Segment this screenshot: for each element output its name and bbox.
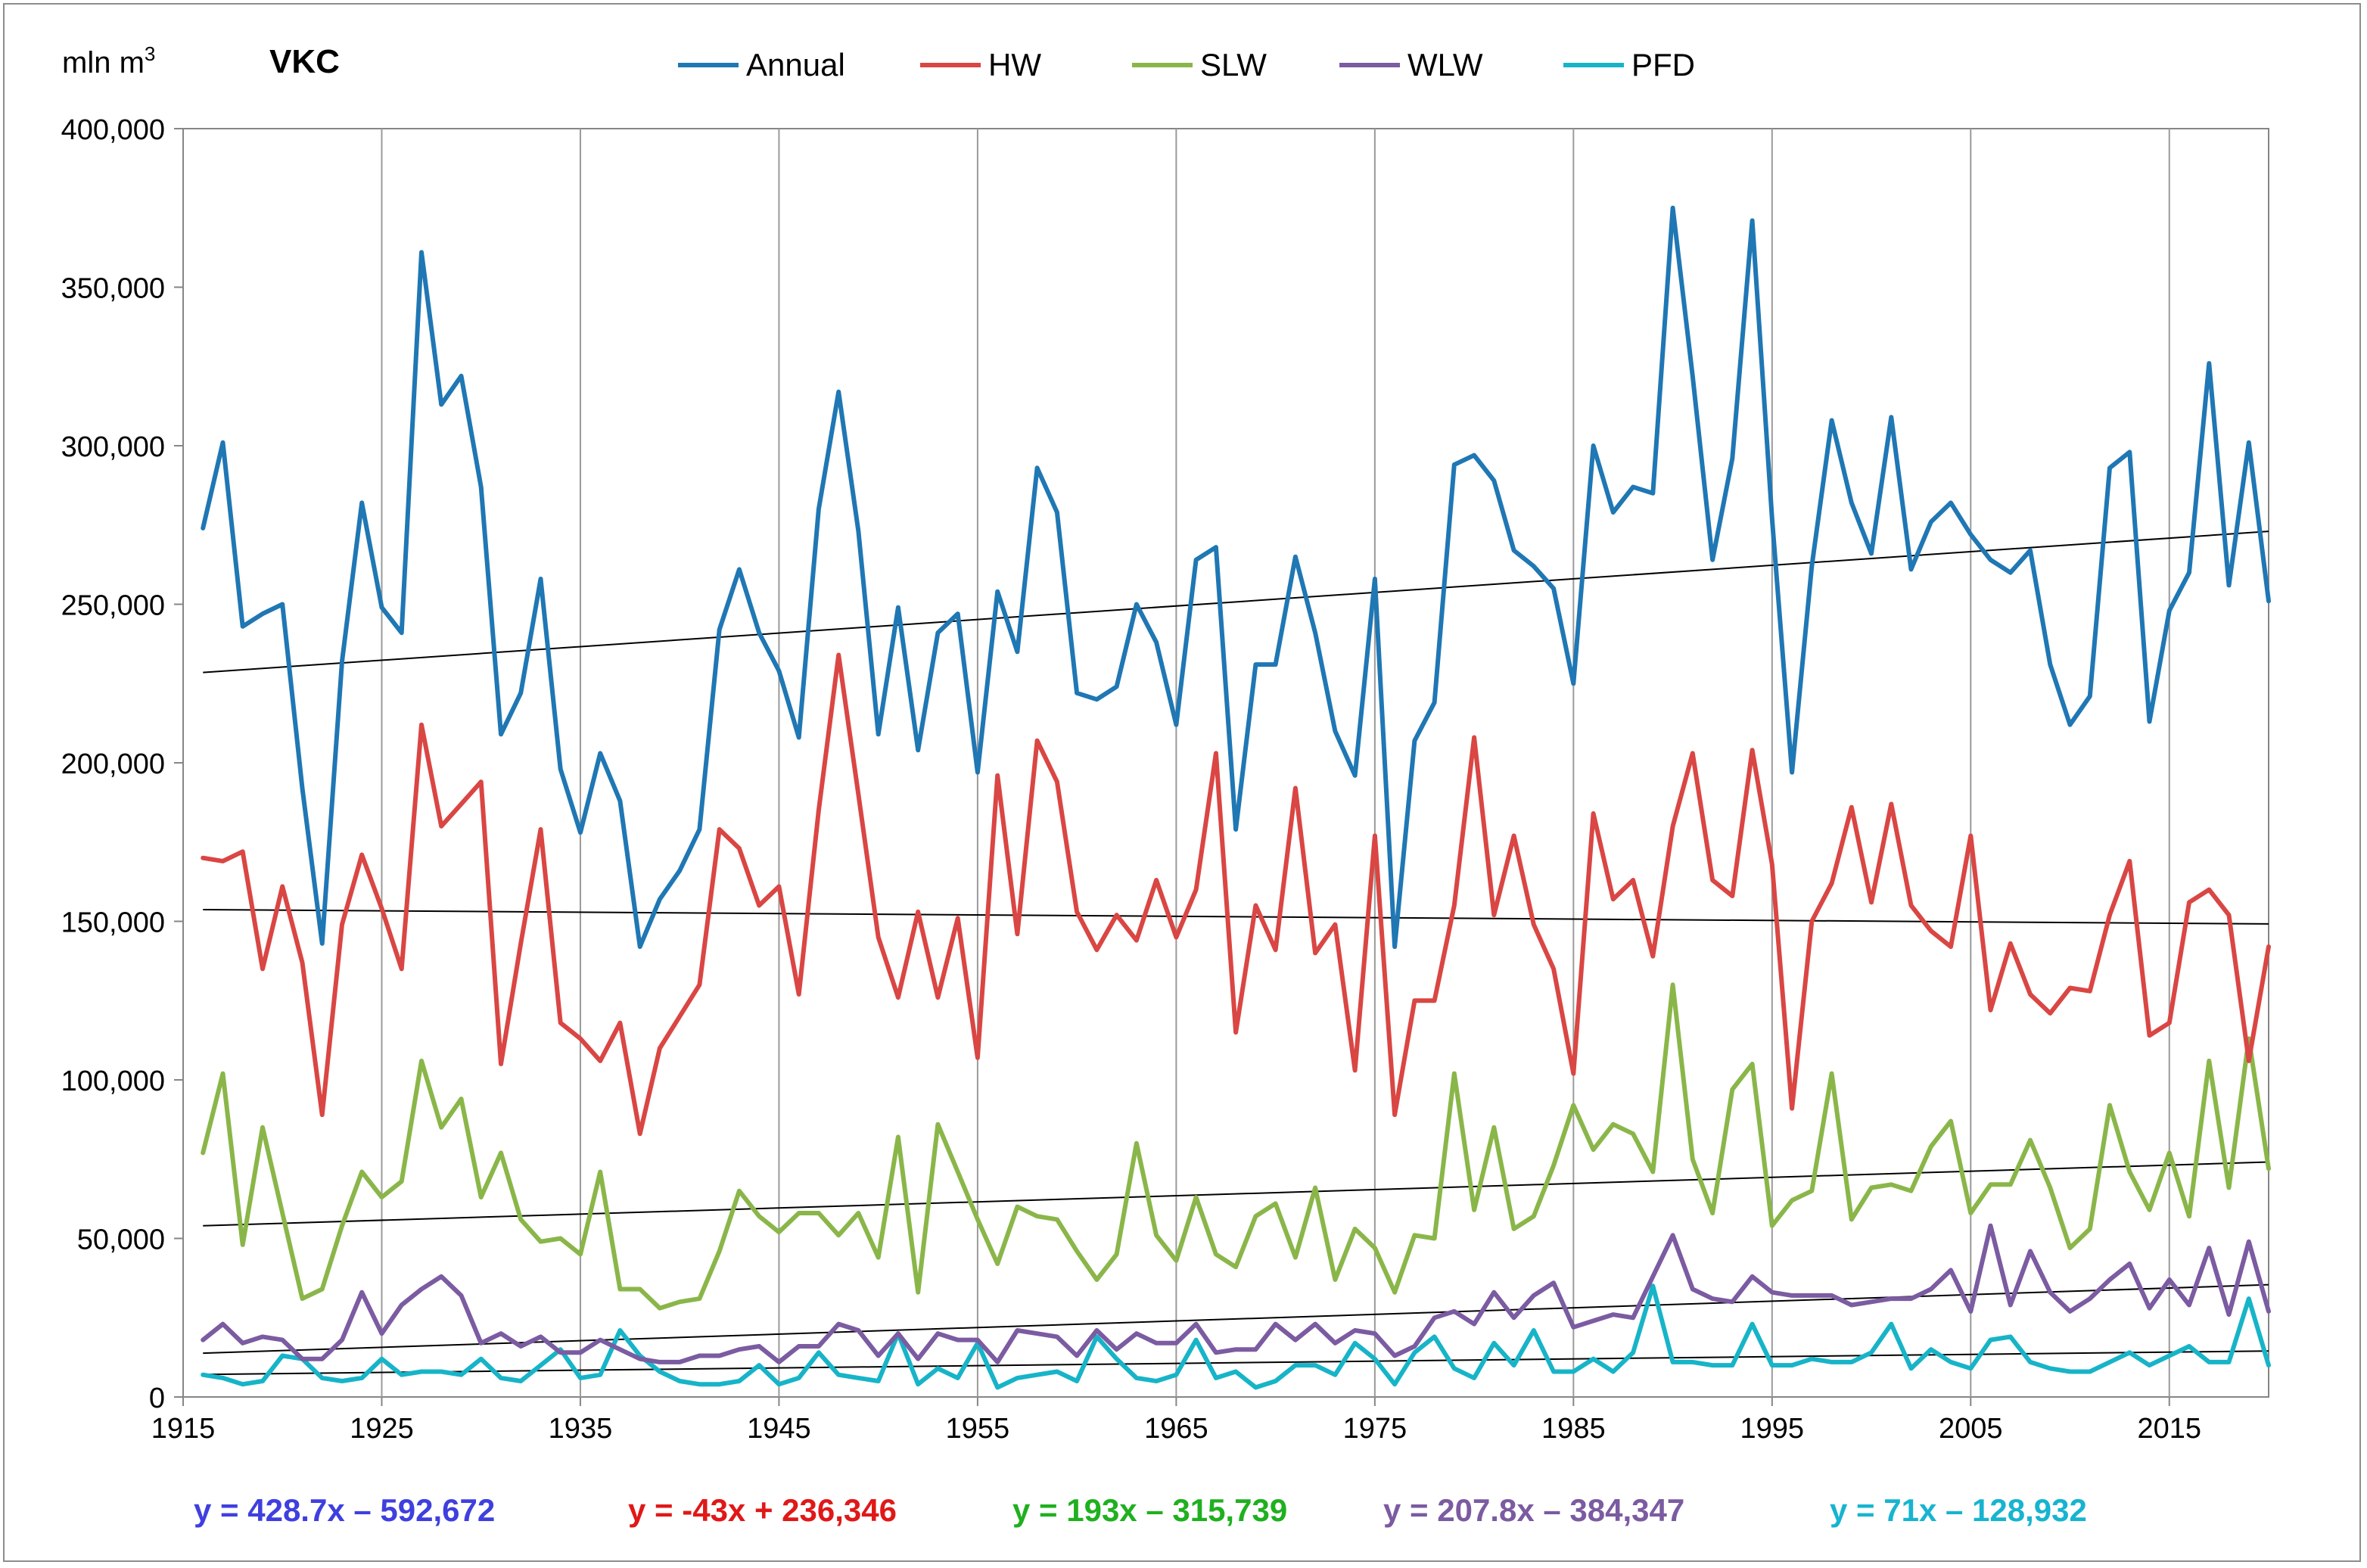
x-tick-label-1985: 1985 — [1541, 1413, 1606, 1445]
y-axis: 0 50,000 100,000 150,000 200,000 250,000 300,0… — [61, 114, 183, 1414]
legend-label-hw: HW — [988, 47, 1041, 82]
series-annual-line — [201, 205, 2271, 949]
trendline-annual — [203, 530, 2269, 674]
y-tick-label-8: 400,000 — [61, 114, 165, 146]
equation-annual: y = 428.7x – 592,672 — [194, 1492, 495, 1528]
y-tick-label-5: 250,000 — [61, 590, 165, 622]
series-pfd-line — [201, 1283, 2271, 1390]
y-tick-label-6: 300,000 — [61, 431, 165, 463]
x-tick-label-1975: 1975 — [1343, 1413, 1407, 1445]
legend-label-slw: SLW — [1200, 47, 1267, 82]
y-axis-label: mln m3 — [62, 42, 155, 79]
x-tick-label-2015: 2015 — [2137, 1413, 2201, 1445]
x-tick-label-2005: 2005 — [1939, 1413, 2003, 1445]
equation-wlw: y = 207.8x – 384,347 — [1383, 1492, 1684, 1528]
trendline-slw — [203, 1161, 2269, 1227]
chart-title: VKC — [269, 43, 340, 80]
x-tick-label-1965: 1965 — [1144, 1413, 1208, 1445]
y-tick-label-0: 0 — [149, 1383, 165, 1414]
legend-label-pfd: PFD — [1631, 47, 1695, 82]
y-axis-label-superscript: 3 — [145, 42, 155, 65]
x-tick-label-1995: 1995 — [1740, 1413, 1805, 1445]
x-tick-label-1935: 1935 — [549, 1413, 613, 1445]
x-tick-label-1925: 1925 — [350, 1413, 414, 1445]
series-wlw-line — [201, 1223, 2271, 1364]
legend-label-wlw: WLW — [1407, 47, 1483, 82]
equation-pfd: y = 71x – 128,932 — [1830, 1492, 2087, 1528]
x-tick-label-1915: 1915 — [151, 1413, 216, 1445]
x-axis: 1915 1925 1935 1945 1955 1965 1975 1985 1995 2005… — [151, 1397, 2201, 1445]
y-tick-label-2: 100,000 — [61, 1066, 165, 1097]
equation-hw: y = -43x + 236,346 — [628, 1492, 897, 1528]
y-axis-label-text: mln m — [62, 46, 145, 79]
trend-equations: y = 428.7x – 592,672 y = -43x + 236,346 y … — [194, 1492, 2087, 1528]
y-tick-label-4: 200,000 — [61, 748, 165, 780]
x-tick-label-1945: 1945 — [747, 1413, 811, 1445]
legend: Annual HW SLW WLW PFD — [678, 47, 1695, 82]
y-tick-label-1: 50,000 — [77, 1224, 165, 1256]
series-slw-line — [201, 982, 2271, 1311]
chart-frame — [3, 3, 2361, 1562]
x-tick-label-1955: 1955 — [946, 1413, 1010, 1445]
equation-slw: y = 193x – 315,739 — [1012, 1492, 1287, 1528]
series-group — [201, 205, 2271, 1390]
y-tick-label-7: 350,000 — [61, 273, 165, 305]
y-tick-label-3: 150,000 — [61, 907, 165, 939]
trendlines — [203, 530, 2269, 1376]
gridlines — [381, 129, 2170, 1397]
plot-area — [182, 128, 2269, 1398]
legend-label-annual: Annual — [746, 47, 845, 82]
series-hw-line — [201, 652, 2271, 1137]
